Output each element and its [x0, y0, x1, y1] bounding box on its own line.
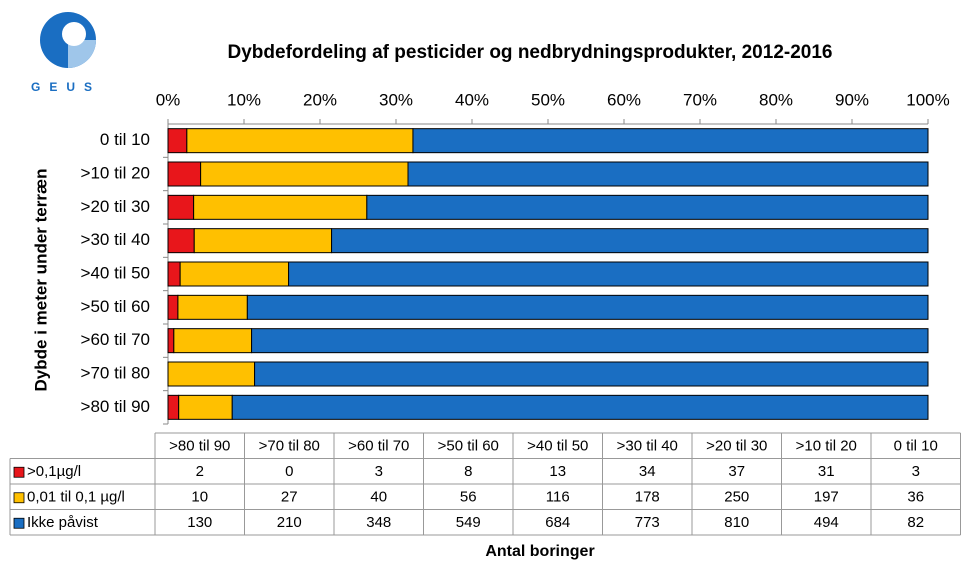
- table-cell: 10: [191, 489, 208, 506]
- bar-segment: [167, 194, 195, 220]
- y-tick-label: >60 til 70: [81, 330, 150, 349]
- table-cell: 3: [912, 463, 920, 480]
- y-tick-label: >20 til 30: [81, 197, 150, 216]
- logo-quarter: [68, 40, 96, 68]
- table-cell: 178: [635, 489, 660, 506]
- table-cell: 13: [549, 463, 566, 480]
- bar-segment: [193, 228, 333, 254]
- bar-segment: [167, 261, 181, 287]
- bar-segment: [167, 294, 179, 320]
- table-cell: 40: [370, 489, 387, 506]
- table-header: >70 til 80: [259, 438, 320, 455]
- legend-label: Ikke påvist: [27, 514, 99, 531]
- y-tick-label: >80 til 90: [81, 397, 150, 416]
- bar-segment: [179, 261, 290, 287]
- table-header: >60 til 70: [348, 438, 409, 455]
- bar-segment: [366, 194, 929, 220]
- table-cell: 116: [546, 489, 570, 506]
- bar-segment: [251, 328, 929, 354]
- bar-segment: [177, 294, 248, 320]
- table-cell: 348: [366, 514, 391, 531]
- table-header: >50 til 60: [438, 438, 499, 455]
- logo-text: GEUS: [31, 80, 101, 94]
- x-tick-label: 0%: [156, 90, 181, 109]
- y-axis-title: Dybde i meter under terræn: [31, 169, 50, 392]
- bar-segment: [231, 394, 929, 420]
- bar-segment: [167, 394, 180, 420]
- bar-segment: [193, 194, 368, 220]
- bar-segment: [200, 161, 409, 187]
- table-header: >10 til 20: [796, 438, 857, 455]
- table-cell: 37: [728, 463, 745, 480]
- bar-segment: [178, 394, 233, 420]
- table-header: 0 til 10: [894, 438, 938, 455]
- table-cell: 2: [196, 463, 204, 480]
- bar-segment: [246, 294, 929, 320]
- table-cell: 210: [277, 514, 302, 531]
- table-cell: 494: [814, 514, 839, 531]
- y-tick-label: >40 til 50: [81, 263, 150, 282]
- table-cell: 31: [818, 463, 835, 480]
- x-tick-label: 50%: [531, 90, 565, 109]
- bar-segment: [167, 328, 175, 354]
- y-tick-label: >30 til 40: [81, 230, 150, 249]
- table-cell: 0: [285, 463, 293, 480]
- x-tick-label: 40%: [455, 90, 489, 109]
- table-cell: 36: [907, 489, 924, 506]
- table-cell: 684: [545, 514, 570, 531]
- x-tick-label: 60%: [607, 90, 641, 109]
- x-axis-title: Antal boringer: [485, 543, 594, 560]
- table-cell: 3: [375, 463, 383, 480]
- table-header: >20 til 30: [706, 438, 767, 455]
- bar-segment: [167, 228, 195, 254]
- x-tick-label: 70%: [683, 90, 717, 109]
- table-cell: 8: [464, 463, 472, 480]
- table-cell: 549: [456, 514, 481, 531]
- legend-label: >0,1µg/l: [27, 463, 81, 480]
- bar-segment: [407, 161, 929, 187]
- chart-title: Dybdefordeling af pesticider og nedbrydn…: [228, 42, 833, 63]
- bar-segment: [412, 128, 929, 154]
- legend-swatch: [13, 492, 25, 504]
- legend-label: 0,01 til 0,1 µg/l: [27, 489, 125, 506]
- y-tick-label: >50 til 60: [81, 297, 150, 316]
- x-tick-label: 30%: [379, 90, 413, 109]
- bar-segment: [167, 361, 256, 387]
- x-tick-label: 100%: [906, 90, 949, 109]
- table-cell: 773: [635, 514, 660, 531]
- x-tick-label: 90%: [835, 90, 869, 109]
- table-cell: 197: [814, 489, 839, 506]
- table-cell: 27: [281, 489, 298, 506]
- table-cell: 82: [907, 514, 924, 531]
- x-tick-label: 20%: [303, 90, 337, 109]
- y-tick-label: >70 til 80: [81, 363, 150, 382]
- table-cell: 810: [724, 514, 749, 531]
- bar-segment: [167, 128, 188, 154]
- bar-segment: [186, 128, 414, 154]
- table-cell: 130: [187, 514, 212, 531]
- x-tick-label: 10%: [227, 90, 261, 109]
- bar-segment: [331, 228, 929, 254]
- legend-swatch: [13, 517, 25, 529]
- x-tick-label: 80%: [759, 90, 793, 109]
- bar-segment: [254, 361, 929, 387]
- legend-swatch: [13, 466, 25, 478]
- bar-segment: [167, 161, 202, 187]
- table-cell: 56: [460, 489, 477, 506]
- y-tick-label: 0 til 10: [100, 130, 150, 149]
- table-header: >30 til 40: [617, 438, 678, 455]
- logo-hole: [62, 22, 86, 46]
- bar-segment: [288, 261, 929, 287]
- table-cell: 34: [639, 463, 656, 480]
- logo: GEUS: [31, 12, 101, 94]
- bar-segment: [173, 328, 253, 354]
- y-tick-label: >10 til 20: [81, 163, 150, 182]
- table-cell: 250: [724, 489, 749, 506]
- table-header: >80 til 90: [169, 438, 230, 455]
- table-header: >40 til 50: [527, 438, 588, 455]
